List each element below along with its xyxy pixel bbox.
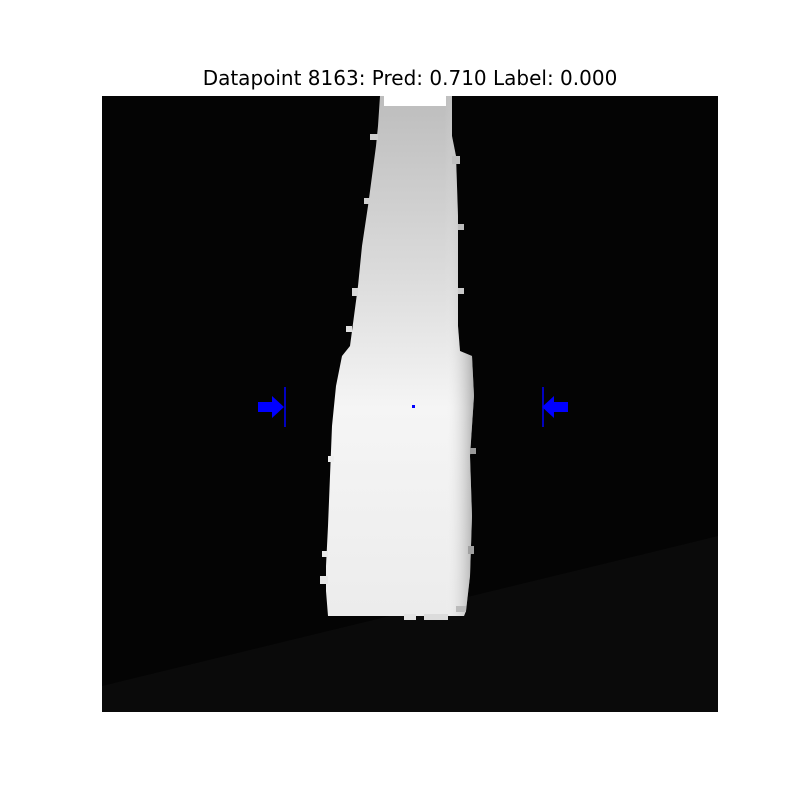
table-surface bbox=[102, 536, 718, 712]
bottle-object bbox=[320, 96, 476, 620]
depth-image-panel bbox=[102, 96, 718, 712]
left-grasp-arrow-icon bbox=[258, 387, 286, 427]
figure-title: Datapoint 8163: Pred: 0.710 Label: 0.000 bbox=[202, 66, 618, 90]
grasp-center-point bbox=[412, 405, 415, 408]
depth-image bbox=[102, 96, 718, 712]
right-grasp-arrow-icon bbox=[542, 387, 568, 427]
